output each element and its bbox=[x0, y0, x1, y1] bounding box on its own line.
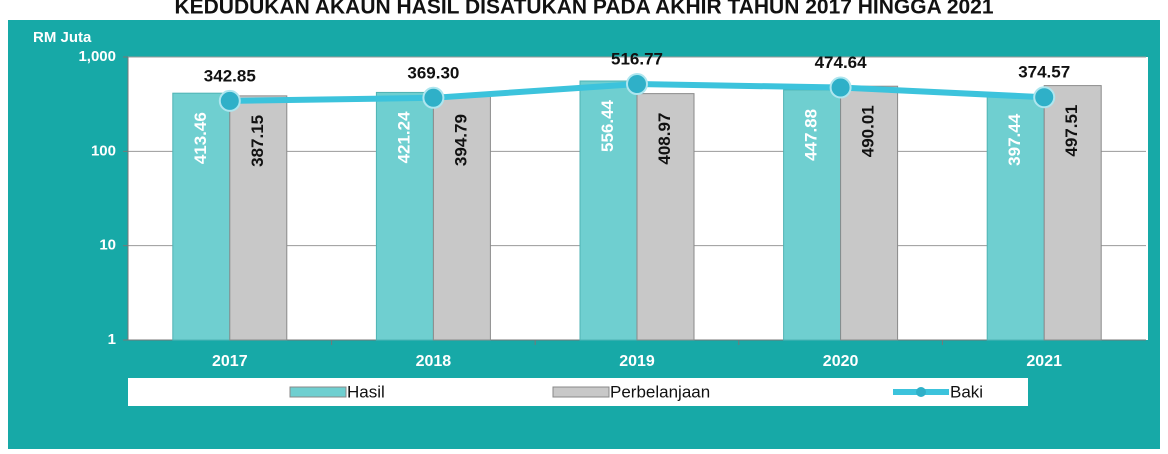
bar bbox=[432, 94, 491, 341]
data-label: 490.01 bbox=[859, 105, 878, 157]
bar bbox=[229, 95, 288, 341]
bar bbox=[986, 94, 1045, 341]
data-label: 408.97 bbox=[655, 113, 674, 165]
y-tick-label: 100 bbox=[91, 142, 116, 159]
line-marker bbox=[218, 89, 241, 112]
legend-swatch bbox=[916, 387, 926, 397]
data-label: 369.30 bbox=[407, 63, 459, 82]
data-label: 497.51 bbox=[1062, 105, 1081, 157]
bar bbox=[172, 92, 231, 341]
bar bbox=[783, 89, 842, 341]
data-label: 447.88 bbox=[802, 109, 821, 161]
x-tick-label: 2018 bbox=[416, 353, 452, 370]
bar bbox=[1043, 85, 1102, 341]
data-label: 397.44 bbox=[1005, 113, 1024, 166]
legend-swatch bbox=[289, 386, 347, 398]
legend-swatch bbox=[552, 386, 610, 398]
bar bbox=[375, 91, 434, 341]
y-tick-label: 1 bbox=[108, 331, 116, 348]
line-marker bbox=[1033, 86, 1056, 109]
line-marker bbox=[829, 76, 852, 99]
x-tick-label: 2019 bbox=[619, 353, 655, 370]
data-label: 394.79 bbox=[451, 114, 470, 166]
line-marker bbox=[626, 73, 648, 96]
y-tick-label: 10 bbox=[99, 237, 116, 254]
data-label: 413.46 bbox=[191, 112, 210, 164]
legend-label: Hasil bbox=[347, 382, 385, 401]
y-tick-label: 1,000 bbox=[78, 48, 116, 65]
x-tick-label: 2017 bbox=[212, 353, 248, 370]
data-label: 374.57 bbox=[1018, 63, 1070, 82]
chart-title: KEDUDUKAN AKAUN HASIL DISATUKAN PADA AKH… bbox=[174, 0, 993, 19]
data-label: 387.15 bbox=[248, 115, 267, 167]
x-tick-label: 2020 bbox=[823, 353, 859, 370]
bar bbox=[840, 85, 899, 341]
data-label: 421.24 bbox=[394, 111, 413, 164]
x-tick-label: 2021 bbox=[1026, 353, 1062, 370]
data-label: 556.44 bbox=[598, 99, 617, 152]
bar bbox=[636, 93, 695, 341]
data-label: 516.77 bbox=[611, 50, 663, 69]
line-marker bbox=[422, 86, 445, 109]
legend-label: Perbelanjaan bbox=[610, 382, 710, 401]
data-label: 342.85 bbox=[204, 66, 256, 85]
y-axis-label: RM Juta bbox=[33, 29, 92, 46]
legend-label: Baki bbox=[950, 382, 983, 401]
data-label: 474.64 bbox=[815, 53, 868, 72]
